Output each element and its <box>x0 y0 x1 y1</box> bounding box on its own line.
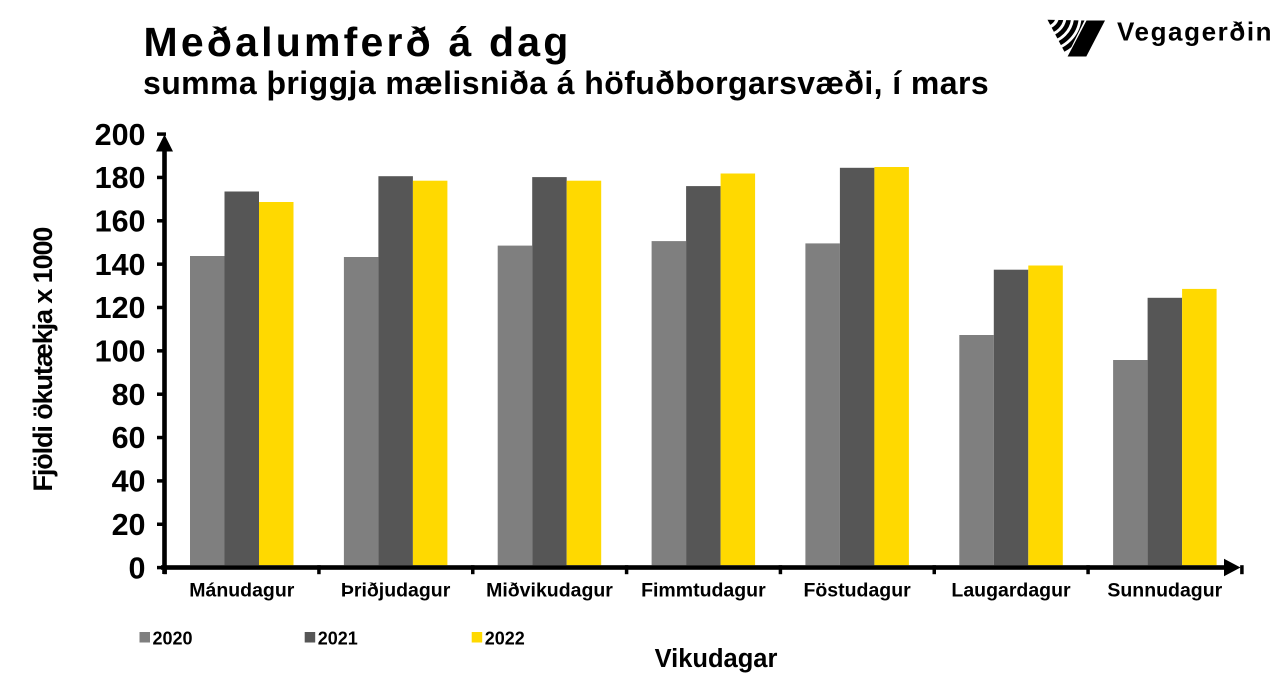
svg-text:2022: 2022 <box>485 628 525 648</box>
svg-text:20: 20 <box>112 508 146 542</box>
svg-text:Meðalumferð á dag: Meðalumferð á dag <box>144 19 572 65</box>
svg-text:60: 60 <box>112 421 146 455</box>
svg-text:2020: 2020 <box>153 628 193 648</box>
svg-text:100: 100 <box>95 335 146 369</box>
svg-text:160: 160 <box>95 205 146 239</box>
svg-text:Miðvikudagur: Miðvikudagur <box>486 580 613 602</box>
svg-text:Fimmtudagur: Fimmtudagur <box>641 580 766 602</box>
svg-text:Þriðjudagur: Þriðjudagur <box>341 580 451 602</box>
svg-text:Mánudagur: Mánudagur <box>189 580 294 602</box>
svg-text:Laugardagur: Laugardagur <box>951 580 1071 602</box>
svg-text:120: 120 <box>95 291 146 325</box>
svg-text:0: 0 <box>129 551 146 585</box>
svg-text:Vegagerðin: Vegagerðin <box>1117 17 1273 47</box>
svg-text:2021: 2021 <box>318 628 358 648</box>
svg-text:summa þriggja mælisniða á höfu: summa þriggja mælisniða á höfuðborgarsvæ… <box>143 65 989 101</box>
svg-text:Vikudagar: Vikudagar <box>655 645 778 673</box>
svg-text:180: 180 <box>95 161 146 195</box>
svg-text:40: 40 <box>112 465 146 499</box>
svg-text:80: 80 <box>112 378 146 412</box>
svg-text:200: 200 <box>95 118 146 152</box>
svg-text:140: 140 <box>95 248 146 282</box>
svg-text:Fjöldi ökutækja x 1000: Fjöldi ökutækja x 1000 <box>28 228 58 492</box>
svg-text:Föstudagur: Föstudagur <box>803 580 911 602</box>
svg-text:Sunnudagur: Sunnudagur <box>1107 580 1222 602</box>
